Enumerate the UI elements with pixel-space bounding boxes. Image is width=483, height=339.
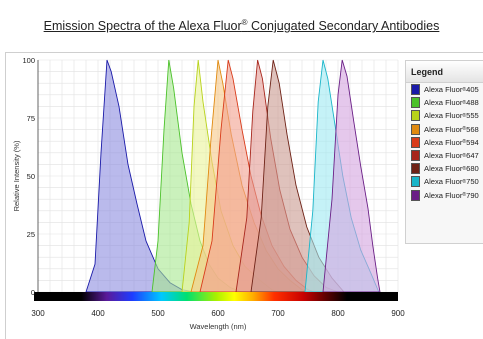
legend-label: Alexa Fluor <box>424 137 463 147</box>
legend-mark: ® <box>462 192 467 199</box>
legend-label: Alexa Fluor <box>424 190 463 200</box>
chart-title-mark: ® <box>241 18 248 27</box>
x-tick-label: 800 <box>331 309 345 318</box>
x-tick-label: 600 <box>211 309 225 318</box>
y-tick-label: 75 <box>27 114 35 123</box>
x-axis-label: Wavelength (nm) <box>190 322 247 331</box>
legend-swatch <box>411 110 420 122</box>
x-tick-label: 900 <box>391 309 405 318</box>
legend-item-488: Alexa Fluor ® 488 <box>406 96 483 109</box>
chart-title: Emission Spectra of the Alexa Fluor® Con… <box>0 18 483 33</box>
x-tick-label: 500 <box>151 309 165 318</box>
y-tick-label: 25 <box>27 230 35 239</box>
legend-swatch <box>411 176 420 188</box>
spectrum-790 <box>322 59 381 293</box>
legend-swatch <box>411 189 420 201</box>
legend-item-750: Alexa Fluor ® 750 <box>406 175 483 188</box>
y-axis-label: Relative Intensity (%) <box>12 140 21 211</box>
legend-number: 750 <box>466 177 479 187</box>
x-tick-label: 700 <box>271 309 285 318</box>
y-tick-label: 0 <box>31 288 35 297</box>
legend-item-568: Alexa Fluor ® 568 <box>406 123 483 136</box>
legend-item-790: Alexa Fluor ® 790 <box>406 189 483 202</box>
legend-item-647: Alexa Fluor ® 647 <box>406 149 483 162</box>
legend-label: Alexa Fluor <box>424 98 463 108</box>
legend-number: 680 <box>466 164 479 174</box>
legend-mark: ® <box>462 112 467 119</box>
legend-label: Alexa Fluor <box>424 164 463 174</box>
legend-swatch <box>411 97 420 109</box>
legend-number: 647 <box>466 151 479 161</box>
legend-label: Alexa Fluor <box>424 151 463 161</box>
legend-swatch <box>411 123 420 135</box>
legend-number: 594 <box>466 137 479 147</box>
legend-swatch <box>411 84 420 96</box>
legend-item-680: Alexa Fluor ® 680 <box>406 162 483 175</box>
legend-items: Alexa Fluor ® 405 Alexa Fluor ® 488 Alexa Fl… <box>406 83 483 202</box>
chart-title-suffix: Conjugated Secondary Antibodies <box>251 19 440 34</box>
legend: Legend Alexa Fluor ® 405 Alexa Fluor ® 488 A… <box>405 60 483 244</box>
legend-item-555: Alexa Fluor ® 555 <box>406 109 483 122</box>
legend-mark: ® <box>462 126 467 133</box>
legend-item-594: Alexa Fluor ® 594 <box>406 136 483 149</box>
legend-number: 405 <box>466 85 479 95</box>
y-tick-label: 100 <box>22 56 35 65</box>
legend-mark: ® <box>462 152 467 159</box>
legend-mark: ® <box>462 86 467 93</box>
x-tick-label: 300 <box>31 309 45 318</box>
legend-mark: ® <box>462 139 467 146</box>
legend-mark: ® <box>462 165 467 172</box>
legend-number: 568 <box>466 124 479 134</box>
legend-swatch <box>411 150 420 162</box>
y-tick-label: 50 <box>27 172 35 181</box>
legend-mark: ® <box>462 178 467 185</box>
legend-number: 488 <box>466 98 479 108</box>
legend-label: Alexa Fluor <box>424 85 463 95</box>
legend-swatch <box>411 136 420 148</box>
legend-item-405: Alexa Fluor ® 405 <box>406 83 483 96</box>
legend-number: 790 <box>466 190 479 200</box>
x-tick-label: 400 <box>91 309 105 318</box>
wavelength-color-bar <box>34 292 398 301</box>
legend-label: Alexa Fluor <box>424 177 463 187</box>
legend-number: 555 <box>466 111 479 121</box>
legend-label: Alexa Fluor <box>424 124 463 134</box>
legend-swatch <box>411 163 420 175</box>
legend-mark: ® <box>462 99 467 106</box>
chart-title-main: Emission Spectra of the Alexa Fluor <box>43 19 242 34</box>
legend-title: Legend <box>406 61 483 83</box>
legend-label: Alexa Fluor <box>424 111 463 121</box>
